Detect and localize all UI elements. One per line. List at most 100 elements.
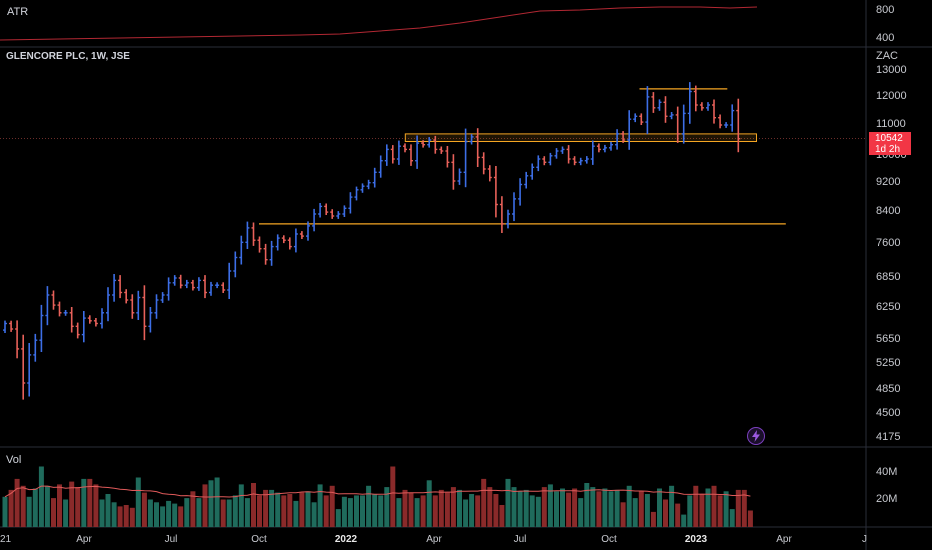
volume-bar-79: [481, 478, 487, 527]
volume-bar-114: [693, 485, 699, 528]
volume-bar-37: [226, 499, 232, 527]
vol-label[interactable]: Vol: [6, 454, 22, 466]
volume-bar-104: [632, 498, 638, 527]
time-axis-tick-4: 2022: [334, 534, 358, 545]
volume-bar-105: [638, 491, 644, 528]
volume-bar-66: [402, 489, 408, 527]
volume-bar-20: [123, 505, 129, 527]
volume-bar-52: [317, 484, 323, 527]
volume-bar-16: [99, 499, 105, 527]
volume-bar-96: [584, 483, 590, 527]
volume-bar-110: [669, 485, 675, 528]
volume-bar-11: [69, 481, 75, 527]
volume-bar-41: [251, 483, 256, 527]
volume-bar-115: [699, 494, 705, 527]
volume-bar-72: [438, 489, 444, 527]
volume-bar-3: [20, 485, 26, 528]
volume-bar-53: [323, 495, 329, 527]
atr-line: [0, 6, 758, 41]
volume-bar-113: [687, 495, 693, 527]
volume-bar-31: [190, 491, 196, 528]
lightning-bolt-icon[interactable]: [747, 427, 765, 445]
volume-bar-70: [426, 480, 432, 528]
volume-bar-24: [147, 499, 153, 527]
volume-bar-44: [269, 489, 275, 527]
volume-bar-51: [311, 502, 317, 528]
last-price: 10542: [875, 133, 903, 144]
volume-bar-21: [129, 507, 135, 528]
volume-bar-67: [408, 492, 414, 527]
time-axis-tick-7: Oct: [601, 534, 617, 545]
volume-bar-99: [602, 488, 608, 527]
volume-bar-88: [535, 496, 541, 528]
volume-bar-82: [499, 505, 505, 527]
volume-bar-22: [135, 477, 141, 527]
volume-bar-120: [729, 509, 735, 527]
volume-bar-2: [14, 478, 20, 527]
volume-bar-62: [378, 495, 384, 527]
volume-bar-14: [87, 478, 93, 527]
volume-bar-73: [444, 492, 450, 527]
volume-bar-61: [372, 494, 378, 527]
atr-axis-400: 400: [876, 32, 895, 44]
volume-bar-27: [166, 500, 172, 527]
volume-bar-12: [75, 487, 81, 527]
volume-bar-33: [202, 484, 208, 527]
volume-bar-81: [493, 494, 499, 527]
volume-bar-69: [420, 495, 426, 527]
volume-bar-40: [244, 498, 250, 527]
price-axis-tick-5250: 5250: [876, 357, 901, 369]
price-axis-tick-13000: 13000: [876, 64, 907, 76]
symbol-title[interactable]: GLENCORE PLC, 1W, JSE: [6, 51, 130, 62]
price-axis-tick-11000: 11000: [876, 118, 906, 130]
volume-bar-117: [711, 485, 717, 528]
volume-bar-78: [475, 495, 481, 527]
volume-bar-80: [487, 487, 493, 527]
time-axis-tick-10: J: [862, 534, 867, 545]
volume-bar-77: [469, 494, 475, 527]
price-axis-tick-4850: 4850: [876, 382, 901, 395]
vol-axis-40m: 40M: [876, 466, 898, 478]
volume-bar-28: [172, 503, 178, 527]
volume-bar-85: [517, 491, 523, 528]
volume-bar-123: [747, 510, 753, 527]
price-axis-tick-4500: 4500: [876, 406, 901, 419]
volume-bar-15: [93, 484, 99, 527]
volume-bar-34: [208, 480, 214, 528]
volume-bar-95: [578, 498, 584, 527]
volume-bar-118: [717, 495, 723, 527]
volume-bar-60: [366, 485, 372, 528]
volume-bar-17: [105, 494, 111, 527]
volume-bar-108: [657, 488, 662, 527]
volume-bar-26: [160, 506, 166, 527]
volume-bar-4: [26, 496, 32, 528]
volume-bar-23: [141, 492, 147, 527]
volume-bar-86: [523, 489, 529, 527]
atr-label[interactable]: ATR: [7, 6, 29, 18]
volume-bar-46: [281, 495, 287, 527]
volume-bar-100: [608, 491, 614, 528]
volume-bar-55: [335, 509, 341, 527]
volume-bar-103: [626, 485, 632, 528]
volume-bar-59: [360, 495, 365, 527]
volume-bar-49: [299, 492, 305, 527]
price-axis-tick-7600: 7600: [876, 237, 901, 250]
volume-bar-45: [275, 492, 281, 527]
volume-bar-111: [675, 503, 681, 527]
volume-bar-68: [414, 498, 420, 527]
volume-bar-122: [741, 489, 747, 527]
price-axis-tick-6250: 6250: [876, 300, 901, 313]
volume-bar-8: [51, 498, 56, 527]
volume-bar-39: [238, 484, 244, 527]
volume-bar-87: [529, 495, 535, 527]
volume-bar-32: [196, 498, 202, 527]
volume-bar-0: [2, 496, 8, 528]
volume-bar-5: [32, 488, 38, 527]
time-axis-tick-5: Apr: [426, 534, 442, 545]
volume-bar-10: [63, 499, 69, 527]
volume-bar-43: [263, 489, 269, 527]
volume-bar-7: [44, 485, 50, 528]
volume-bar-9: [57, 484, 62, 527]
